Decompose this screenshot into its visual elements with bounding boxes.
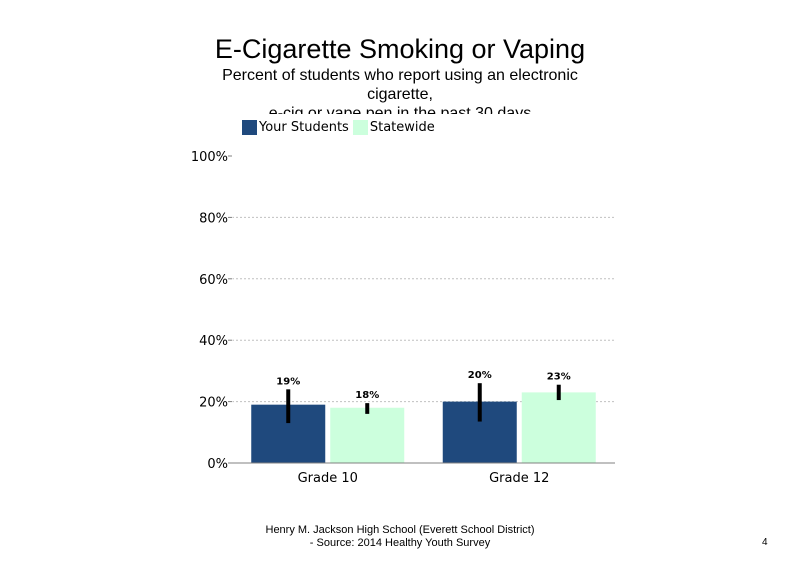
y-tick-label: 0% <box>207 457 228 472</box>
chart-subtitle: Percent of students who report using an … <box>200 66 600 114</box>
legend-item-statewide: Statewide <box>352 119 435 135</box>
legend: Your Students Statewide <box>242 118 439 136</box>
legend-item-your-students: Your Students <box>242 119 349 135</box>
y-tick-label: 20% <box>199 396 228 411</box>
legend-label-statewide: Statewide <box>369 119 435 135</box>
subtitle-line-1: Percent of students who report using an … <box>222 67 578 84</box>
y-tick-label: 40% <box>199 334 228 349</box>
y-tick-label: 80% <box>199 211 228 226</box>
bar <box>521 392 596 463</box>
y-tick-label: 100% <box>191 150 228 165</box>
page-number: 4 <box>762 537 768 548</box>
data-label: 19% <box>276 376 300 387</box>
bar <box>330 407 405 463</box>
chart-title: E-Cigarette Smoking or Vaping <box>214 34 586 64</box>
data-label: 23% <box>547 372 571 383</box>
x-tick-label: Grade 12 <box>489 471 549 486</box>
footer: Henry M. Jackson High School (Everett Sc… <box>0 524 800 550</box>
subtitle-line-2: cigarette, <box>367 86 433 103</box>
data-label: 20% <box>468 370 492 381</box>
data-label: 18% <box>355 390 379 401</box>
subtitle-line-3: e-cig or vape pen in the past 30 days <box>268 105 532 114</box>
footer-source: - Source: 2014 Healthy Youth Survey <box>309 537 491 549</box>
y-tick-label: 60% <box>199 273 228 288</box>
x-tick-label: Grade 10 <box>298 471 358 486</box>
footer-school: Henry M. Jackson High School (Everett Sc… <box>265 524 535 536</box>
legend-label-your-students: Your Students <box>259 119 349 135</box>
legend-swatch-your-students <box>242 119 257 135</box>
legend-swatch-statewide <box>352 119 368 135</box>
